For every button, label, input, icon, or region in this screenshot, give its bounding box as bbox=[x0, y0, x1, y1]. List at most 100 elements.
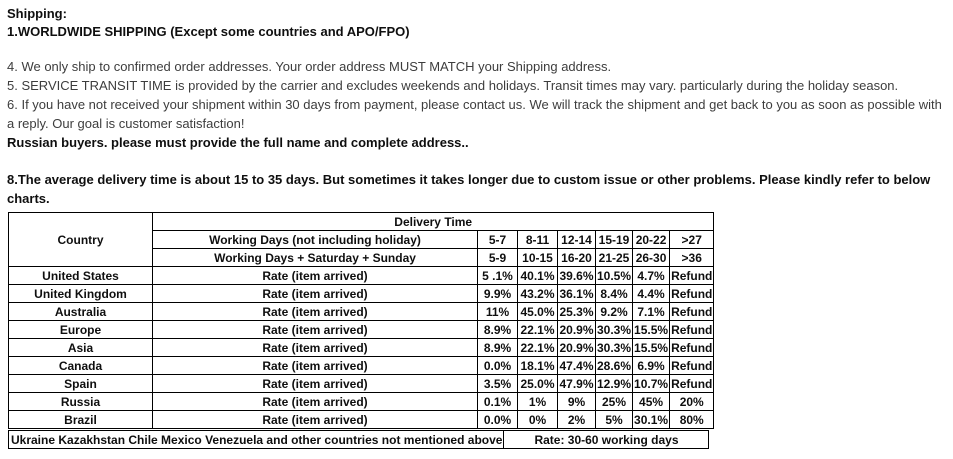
rate-value-cell: 0% bbox=[517, 410, 558, 429]
rate-value-cell: 80% bbox=[669, 410, 715, 429]
rate-value-cell: 47.4% bbox=[557, 356, 596, 375]
range-cell: 20-22 bbox=[632, 230, 671, 249]
other-countries-cell: Ukraine Kazakhstan Chile Mexico Venezuel… bbox=[7, 430, 505, 449]
rate-label-cell: Rate (item arrived) bbox=[152, 392, 478, 411]
rate-value-cell: 30.3% bbox=[594, 320, 634, 339]
rate-value-cell: 9% bbox=[557, 392, 596, 411]
rate-value-cell: 0.0% bbox=[477, 356, 518, 375]
country-cell: Spain bbox=[8, 374, 153, 393]
country-cell: United States bbox=[8, 266, 153, 285]
rate-value-cell: Refund bbox=[669, 356, 715, 375]
rate-label-cell: Rate (item arrived) bbox=[152, 302, 478, 321]
rate-value-cell: 10.7% bbox=[632, 374, 671, 393]
rate-value-cell: Refund bbox=[669, 266, 715, 285]
table-header-row-2: Working Days (not including holiday) 5-7… bbox=[9, 230, 715, 249]
range-cell: 16-20 bbox=[557, 248, 596, 267]
working-days-label-cell: Working Days (not including holiday) bbox=[152, 230, 478, 249]
rate-label-cell: Rate (item arrived) bbox=[152, 320, 478, 339]
rate-value-cell: 8.9% bbox=[477, 338, 518, 357]
russian-buyers-note: Russian buyers. please must provide the … bbox=[7, 135, 469, 150]
rate-value-cell: 6.9% bbox=[632, 356, 671, 375]
country-cell: Europe bbox=[8, 320, 153, 339]
rate-value-cell: Refund bbox=[669, 320, 715, 339]
rate-value-cell: 4.7% bbox=[632, 266, 671, 285]
rate-value-cell: 9.2% bbox=[594, 302, 634, 321]
rate-value-cell: 30.3% bbox=[594, 338, 634, 357]
rate-value-cell: Refund bbox=[669, 338, 715, 357]
rate-value-cell: 10.5% bbox=[594, 266, 634, 285]
table-row-united-states: United States Rate (item arrived) 5 .1% … bbox=[8, 266, 715, 285]
policy-item-5: 5. SERVICE TRANSIT TIME is provided by t… bbox=[7, 78, 899, 93]
delivery-time-header-cell: Delivery Time bbox=[151, 212, 715, 231]
rate-label-cell: Rate (item arrived) bbox=[152, 356, 478, 375]
country-header-cell: Country bbox=[8, 212, 153, 267]
rate-value-cell: 20.9% bbox=[557, 338, 596, 357]
rate-label-cell: Rate (item arrived) bbox=[152, 410, 478, 429]
country-cell: United Kingdom bbox=[8, 284, 153, 303]
rate-value-cell: 1% bbox=[517, 392, 558, 411]
rate-value-cell: 22.1% bbox=[517, 320, 558, 339]
rate-value-cell: Refund bbox=[669, 374, 715, 393]
rate-value-cell: 28.6% bbox=[594, 356, 634, 375]
shipping-policies: 4. We only ship to confirmed order addre… bbox=[7, 57, 947, 152]
range-cell: 26-30 bbox=[632, 248, 671, 267]
table-row-other-countries: Ukraine Kazakhstan Chile Mexico Venezuel… bbox=[7, 430, 710, 449]
rate-value-cell: 2% bbox=[557, 410, 596, 429]
range-cell: >27 bbox=[669, 230, 715, 249]
table-header-row-1: Country Delivery Time bbox=[8, 212, 715, 267]
rate-value-cell: 15.5% bbox=[632, 338, 671, 357]
average-delivery-note: 8.The average delivery time is about 15 … bbox=[7, 172, 931, 206]
rate-value-cell: 30.1% bbox=[632, 410, 671, 429]
rate-label-cell: Rate (item arrived) bbox=[152, 284, 478, 303]
worldwide-shipping-heading: 1.WORLDWIDE SHIPPING (Except some countr… bbox=[7, 24, 410, 39]
rate-value-cell: 8.4% bbox=[594, 284, 634, 303]
country-cell: Brazil bbox=[8, 410, 153, 429]
delivery-time-table: Country Delivery Time Working Days (not … bbox=[8, 212, 715, 429]
rate-value-cell: 43.2% bbox=[517, 284, 558, 303]
range-cell: 8-11 bbox=[517, 230, 558, 249]
rate-value-cell: 39.6% bbox=[557, 266, 596, 285]
rate-value-cell: 11% bbox=[477, 302, 518, 321]
country-cell: Australia bbox=[8, 302, 153, 321]
rate-label-cell: Rate (item arrived) bbox=[152, 338, 478, 357]
rate-value-cell: 20% bbox=[669, 392, 715, 411]
range-cell: 5-9 bbox=[477, 248, 518, 267]
rate-label-cell: Rate (item arrived) bbox=[152, 374, 478, 393]
rate-value-cell: 5% bbox=[594, 410, 634, 429]
rate-value-cell: 0.0% bbox=[477, 410, 518, 429]
working-days-weekend-label-cell: Working Days + Saturday + Sunday bbox=[152, 248, 478, 267]
country-cell: Canada bbox=[8, 356, 153, 375]
table-row-united-kingdom: United Kingdom Rate (item arrived) 9.9% … bbox=[8, 284, 715, 303]
rate-value-cell: Refund bbox=[669, 302, 715, 321]
rate-value-cell: 47.9% bbox=[557, 374, 596, 393]
rate-value-cell: 45% bbox=[632, 392, 671, 411]
rate-value-cell: 3.5% bbox=[477, 374, 518, 393]
rate-value-cell: 20.9% bbox=[557, 320, 596, 339]
range-cell: 21-25 bbox=[594, 248, 634, 267]
other-countries-footer-table: Ukraine Kazakhstan Chile Mexico Venezuel… bbox=[7, 430, 710, 449]
table-row-russia: Russia Rate (item arrived) 0.1% 1% 9% 25… bbox=[8, 392, 715, 411]
range-cell: 12-14 bbox=[557, 230, 596, 249]
rate-value-cell: 4.4% bbox=[632, 284, 671, 303]
shipping-title: Shipping: bbox=[7, 6, 67, 21]
table-row-australia: Australia Rate (item arrived) 11% 45.0% … bbox=[8, 302, 715, 321]
table-row-asia: Asia Rate (item arrived) 8.9% 22.1% 20.9… bbox=[8, 338, 715, 357]
rate-value-cell: 0.1% bbox=[477, 392, 518, 411]
rate-value-cell: 9.9% bbox=[477, 284, 518, 303]
rate-value-cell: 40.1% bbox=[517, 266, 558, 285]
country-cell: Asia bbox=[8, 338, 153, 357]
country-cell: Russia bbox=[8, 392, 153, 411]
range-cell: >36 bbox=[669, 248, 715, 267]
rate-value-cell: 25.0% bbox=[517, 374, 558, 393]
policy-item-4: 4. We only ship to confirmed order addre… bbox=[7, 59, 612, 74]
rate-value-cell: 36.1% bbox=[557, 284, 596, 303]
rate-value-cell: Refund bbox=[669, 284, 715, 303]
policy-item-6: 6. If you have not received your shipmen… bbox=[7, 97, 942, 131]
table-row-spain: Spain Rate (item arrived) 3.5% 25.0% 47.… bbox=[8, 374, 715, 393]
range-cell: 5-7 bbox=[477, 230, 518, 249]
rate-value-cell: 25.3% bbox=[557, 302, 596, 321]
rate-value-cell: 8.9% bbox=[477, 320, 518, 339]
range-cell: 10-15 bbox=[517, 248, 558, 267]
table-row-europe: Europe Rate (item arrived) 8.9% 22.1% 20… bbox=[8, 320, 715, 339]
range-cell: 15-19 bbox=[594, 230, 634, 249]
